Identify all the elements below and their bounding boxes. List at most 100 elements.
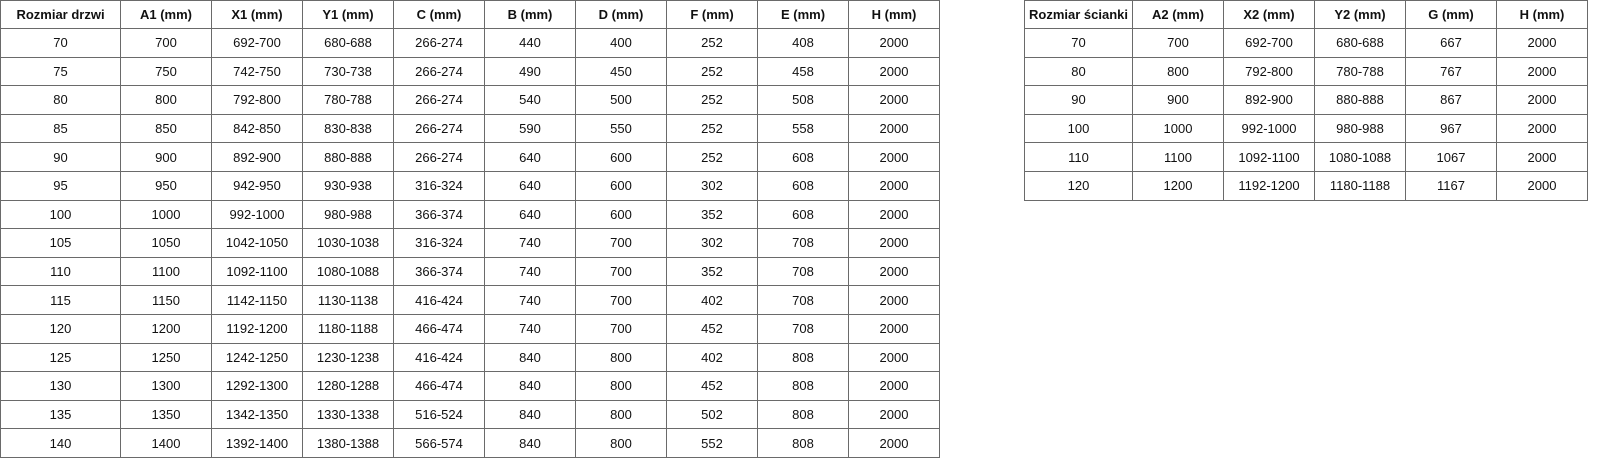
table-row: 80 800 792-800 780-788 266-274 540 500 252 508 20… — [0, 85, 940, 115]
table-cell: 558 — [757, 113, 849, 144]
table-cell: 608 — [757, 170, 849, 201]
table-cell: 100 — [0, 199, 121, 230]
table-cell: 867 — [1405, 85, 1497, 115]
table-cell: 540 — [484, 85, 576, 115]
table-cell: 900 — [120, 142, 212, 172]
column-header: Rozmiar ścianki — [1024, 0, 1133, 29]
table-cell: 700 — [1132, 28, 1224, 58]
table-cell: 967 — [1405, 113, 1497, 144]
table-cell: 440 — [484, 28, 576, 58]
table-cell: 352 — [666, 256, 758, 287]
table-cell: 680-688 — [302, 28, 394, 58]
table-cell: 640 — [484, 199, 576, 230]
column-header: A1 (mm) — [120, 0, 212, 29]
table-cell: 466-474 — [393, 371, 485, 401]
table-cell: 2000 — [1496, 85, 1588, 115]
table-cell: 1380-1388 — [302, 428, 394, 458]
table-row: 85 850 842-850 830-838 266-274 590 550 252 558 20… — [0, 113, 940, 144]
table-cell: 90 — [0, 142, 121, 172]
table-row: 90 900 892-900 880-888 867 2000 — [1024, 85, 1588, 115]
table-cell: 992-1000 — [211, 199, 303, 230]
table-cell: 692-700 — [1223, 28, 1315, 58]
table-cell: 2000 — [1496, 28, 1588, 58]
table-cell: 708 — [757, 228, 849, 258]
column-header: H (mm) — [1496, 0, 1588, 29]
table-cell: 366-374 — [393, 199, 485, 230]
table-cell: 780-788 — [1314, 56, 1406, 87]
table-header-row: Rozmiar drzwi A1 (mm) X1 (mm) Y1 (mm) C (mm)… — [0, 0, 940, 29]
table-cell: 466-474 — [393, 313, 485, 344]
table-cell: 800 — [575, 399, 667, 430]
table-cell: 2000 — [1496, 56, 1588, 87]
table-cell: 600 — [575, 142, 667, 172]
table-cell: 1200 — [1132, 170, 1224, 201]
table-cell: 842-850 — [211, 113, 303, 144]
table-cell: 450 — [575, 56, 667, 87]
table-cell: 1180-1188 — [1314, 170, 1406, 201]
table-cell: 316-324 — [393, 170, 485, 201]
table-cell: 2000 — [848, 342, 940, 373]
table-cell: 700 — [575, 256, 667, 287]
table-cell: 640 — [484, 170, 576, 201]
table-cell: 1042-1050 — [211, 228, 303, 258]
table-cell: 700 — [575, 228, 667, 258]
table-cell: 700 — [120, 28, 212, 58]
table-cell: 266-274 — [393, 28, 485, 58]
table-cell: 808 — [757, 342, 849, 373]
table-cell: 740 — [484, 313, 576, 344]
table-cell: 800 — [575, 342, 667, 373]
table-cell: 2000 — [1496, 170, 1588, 201]
table-cell: 2000 — [848, 399, 940, 430]
table-row: 135 1350 1342-1350 1330-1338 516-524 840 800 50… — [0, 399, 940, 430]
table-cell: 840 — [484, 428, 576, 458]
table-cell: 608 — [757, 199, 849, 230]
table-cell: 800 — [120, 85, 212, 115]
table-cell: 452 — [666, 313, 758, 344]
table-cell: 452 — [666, 371, 758, 401]
table-cell: 1392-1400 — [211, 428, 303, 458]
table-row: 110 1100 1092-1100 1080-1088 1067 2000 — [1024, 142, 1588, 172]
table-cell: 95 — [0, 170, 121, 201]
table-row: 125 1250 1242-1250 1230-1238 416-424 840 800 40… — [0, 342, 940, 373]
table-cell: 640 — [484, 142, 576, 172]
table-cell: 85 — [0, 113, 121, 144]
table-cell: 892-900 — [1223, 85, 1315, 115]
table-cell: 850 — [120, 113, 212, 144]
table-cell: 1100 — [1132, 142, 1224, 172]
table-cell: 1242-1250 — [211, 342, 303, 373]
table-row: 70 700 692-700 680-688 266-274 440 400 252 408 20… — [0, 28, 940, 58]
table-cell: 408 — [757, 28, 849, 58]
table-cell: 2000 — [848, 56, 940, 87]
table-cell: 600 — [575, 199, 667, 230]
table-cell: 950 — [120, 170, 212, 201]
table-cell: 590 — [484, 113, 576, 144]
table-cell: 110 — [1024, 142, 1133, 172]
table-cell: 740 — [484, 256, 576, 287]
table-cell: 808 — [757, 399, 849, 430]
table-cell: 700 — [575, 285, 667, 315]
column-header: A2 (mm) — [1132, 0, 1224, 29]
table-row: 80 800 792-800 780-788 767 2000 — [1024, 56, 1588, 87]
table-header-row: Rozmiar ścianki A2 (mm) X2 (mm) Y2 (mm) G (m… — [1024, 0, 1588, 29]
table-cell: 252 — [666, 142, 758, 172]
table-cell: 1167 — [1405, 170, 1497, 201]
table-cell: 780-788 — [302, 85, 394, 115]
table-cell: 692-700 — [211, 28, 303, 58]
table-cell: 550 — [575, 113, 667, 144]
table-cell: 90 — [1024, 85, 1133, 115]
column-header: D (mm) — [575, 0, 667, 29]
table-cell: 2000 — [848, 113, 940, 144]
table-cell: 1000 — [1132, 113, 1224, 144]
table-cell: 708 — [757, 256, 849, 287]
table-row: 100 1000 992-1000 980-988 366-374 640 600 352 60… — [0, 199, 940, 230]
table-cell: 608 — [757, 142, 849, 172]
table-cell: 1300 — [120, 371, 212, 401]
table-cell: 2000 — [1496, 113, 1588, 144]
table-cell: 2000 — [848, 142, 940, 172]
table-cell: 302 — [666, 228, 758, 258]
table-cell: 930-938 — [302, 170, 394, 201]
table-cell: 1250 — [120, 342, 212, 373]
table-cell: 992-1000 — [1223, 113, 1315, 144]
table-cell: 266-274 — [393, 85, 485, 115]
table-cell: 667 — [1405, 28, 1497, 58]
